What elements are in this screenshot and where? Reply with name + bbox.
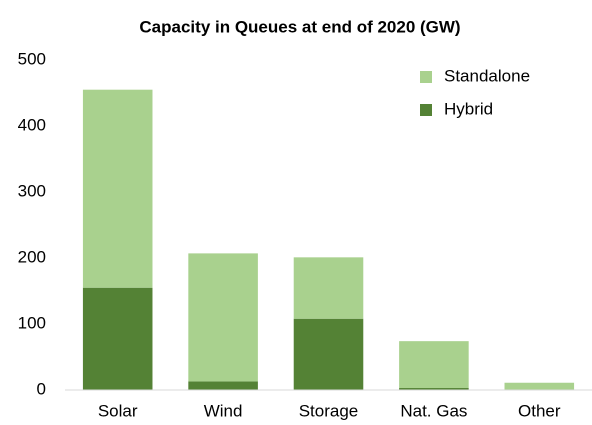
y-tick-label: 200 (18, 247, 46, 266)
legend-label: Hybrid (444, 99, 493, 118)
x-tick-label: Storage (299, 401, 359, 420)
legend-swatch (420, 71, 432, 83)
bar-segment (82, 287, 153, 390)
x-tick-label: Other (518, 401, 561, 420)
y-tick-label: 400 (18, 115, 46, 134)
legend-label: Standalone (444, 66, 530, 85)
y-tick-label: 0 (37, 379, 46, 398)
bar-segment (293, 318, 364, 390)
bar-segment (188, 381, 258, 390)
y-tick-label: 100 (18, 313, 46, 332)
y-tick-label: 300 (18, 181, 46, 200)
x-tick-label: Solar (98, 401, 138, 420)
bar-segment (399, 341, 469, 389)
bar-segment (82, 89, 153, 288)
y-tick-label: 500 (18, 49, 46, 68)
bar-segment (399, 388, 469, 390)
x-tick-label: Wind (204, 401, 243, 420)
bar-segment (188, 253, 258, 382)
chart-title: Capacity in Queues at end of 2020 (GW) (139, 17, 460, 36)
bar-segment (504, 382, 575, 390)
legend-swatch (420, 104, 432, 116)
x-tick-label: Nat. Gas (400, 401, 467, 420)
bar-segment (293, 257, 364, 319)
